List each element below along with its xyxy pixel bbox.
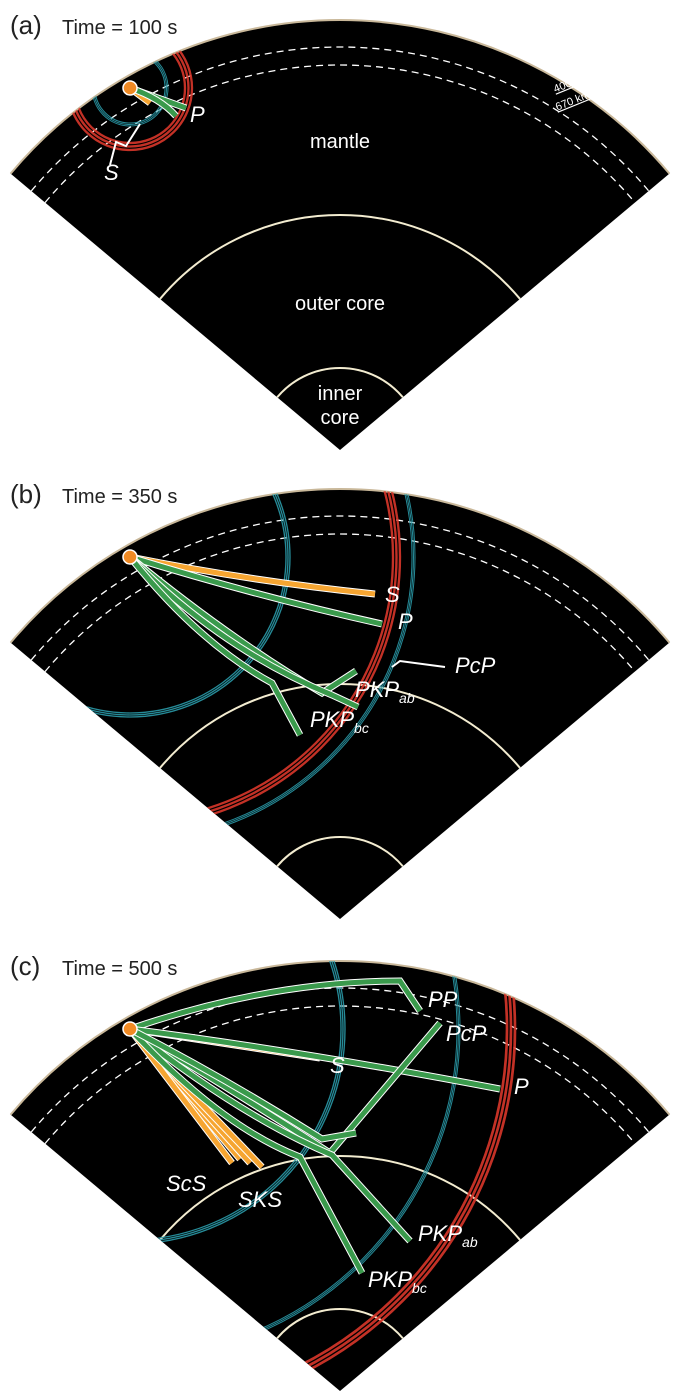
phase-name: S (104, 160, 119, 185)
panel: (a) Time = 100 s mantle outer core innercore… (10, 10, 669, 450)
source (123, 550, 137, 564)
region-label: inner (318, 383, 363, 405)
source (123, 81, 137, 95)
phase-name: S (330, 1053, 345, 1078)
phase-name: P (514, 1074, 529, 1099)
phase-name: ScS (166, 1171, 207, 1196)
phase-subscript: bc (412, 1280, 427, 1296)
phase-name: PKP (310, 707, 354, 732)
phase-label: PP (428, 987, 458, 1012)
phase-label: S (385, 582, 400, 607)
earth-wedge (11, 961, 670, 1391)
phase-name: PKP (368, 1267, 412, 1292)
phase-subscript: bc (354, 720, 369, 736)
panel-label: (a) (10, 10, 42, 40)
phase-label: ScS (166, 1171, 207, 1196)
phase-label: P (398, 609, 413, 634)
phase-name: PcP (455, 653, 496, 678)
panel-time: Time = 100 s (62, 17, 177, 39)
source (123, 1022, 137, 1036)
phase-label: P (190, 102, 205, 127)
phase-name: PcP (446, 1021, 487, 1046)
phase-name: PP (428, 987, 458, 1012)
phase-subscript: ab (462, 1234, 478, 1250)
phase-label: S (104, 160, 119, 185)
panel-label: (b) (10, 479, 42, 509)
phase-name: P (398, 609, 413, 634)
phase-label: P (514, 1074, 529, 1099)
phase-name: PKP (355, 677, 399, 702)
phase-label: SKS (238, 1187, 282, 1212)
phase-name: PKP (418, 1221, 462, 1246)
panel-time: Time = 500 s (62, 958, 177, 980)
panel-label: (c) (10, 951, 40, 981)
earth-wedge (11, 489, 670, 919)
panel-time: Time = 350 s (62, 486, 177, 508)
phase-name: P (190, 102, 205, 127)
phase-label: S (330, 1053, 345, 1078)
figure: (a) Time = 100 s mantle outer core innercore… (0, 0, 680, 1395)
phase-subscript: ab (399, 690, 415, 706)
phase-label: PcP (455, 653, 496, 678)
phase-label: PcP (446, 1021, 487, 1046)
region-label: mantle (310, 131, 370, 153)
region-label: core (321, 407, 360, 429)
phase-name: SKS (238, 1187, 282, 1212)
phase-name: S (385, 582, 400, 607)
page: (a) Time = 100 s mantle outer core innercore… (0, 0, 680, 1395)
region-label: outer core (295, 293, 385, 315)
